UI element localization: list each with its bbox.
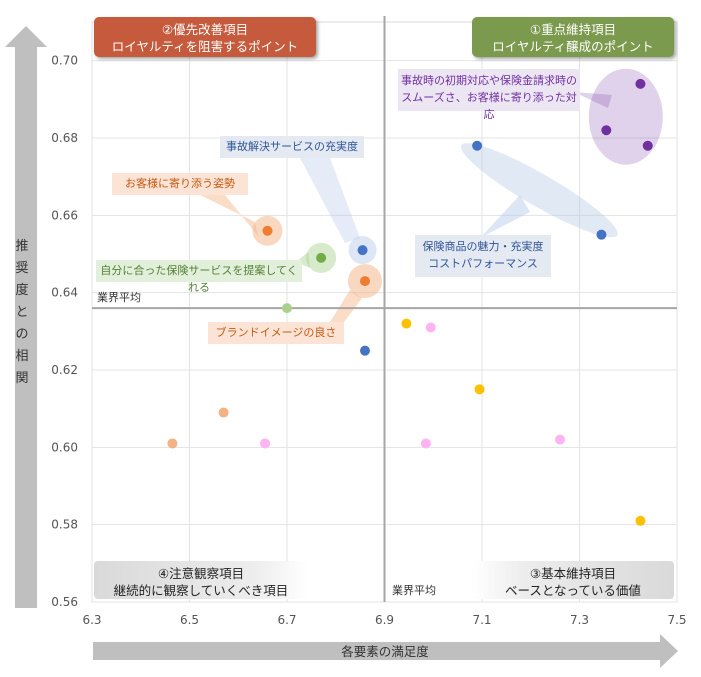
y-axis-title-char: 推 (15, 239, 29, 254)
y-tick-label: 0.68 (51, 131, 78, 145)
quadrant-q1-label: ①重点維持項目 ロイヤルティ醸成のポイント (472, 17, 674, 57)
average-y-label: 業界平均 (97, 291, 141, 304)
data-point (360, 276, 370, 287)
callout-brand-tail (330, 290, 362, 322)
y-axis-title-char: と (15, 305, 29, 320)
data-point (635, 515, 646, 526)
quadrant-q4-label: ④注意観察項目 継続的に観察していくべき項目 (94, 561, 308, 599)
y-axis-title: 推奨度との相関 (12, 236, 32, 390)
data-point (357, 245, 368, 256)
data-point (601, 125, 612, 136)
annotation-accident-response-line1: 事故時の初期対応や保険金請求時の (401, 74, 577, 87)
x-tick-label: 6.5 (180, 613, 199, 627)
callout-close-tail (200, 195, 258, 236)
y-tick-label: 0.70 (51, 54, 78, 68)
annotation-product: 保険商品の魅力・充実度 コストパフォーマンス (415, 235, 551, 277)
average-x-label: 業界平均 (392, 584, 436, 597)
quadrant-q1-title: ①重点維持項目 (529, 22, 617, 37)
data-point (635, 78, 646, 89)
x-tick-label: 7.5 (667, 613, 686, 627)
x-tick-label: 6.7 (277, 613, 296, 627)
quadrant-q3-title: ③基本維持項目 (529, 566, 617, 581)
annotation-product-line1: 保険商品の魅力・充実度 (422, 240, 544, 253)
callout-proposal-tail (296, 252, 310, 268)
y-tick-label: 0.62 (51, 363, 78, 377)
annotation-proposal: 自分に合った保険サービスを提案してくれる (96, 260, 302, 294)
x-axis-title: 各要素の満足度 (341, 644, 429, 659)
annotation-accident-service: 事故解決サービスの充実度 (220, 136, 364, 158)
y-tick-label: 0.56 (51, 595, 78, 609)
y-axis-arrow (5, 26, 47, 608)
data-points (167, 78, 653, 526)
data-point (474, 384, 485, 395)
y-axis-title-char: 相 (15, 349, 29, 364)
annotation-accident-response-line2: スムーズさ、お客様に寄り添った対応 (401, 91, 577, 121)
quadrant-q4-background (94, 561, 308, 599)
x-tick-labels: 6.3 6.5 6.7 6.9 7.1 7.3 7.5 (82, 613, 686, 627)
data-point (401, 318, 412, 329)
x-tick-label: 7.3 (570, 613, 589, 627)
data-point (218, 407, 229, 418)
callout-product-tail (480, 195, 530, 238)
highlight-product-group (460, 143, 618, 238)
annotation-brand: ブランドイメージの良さ (208, 322, 344, 344)
y-axis-title-char: 奨 (15, 261, 29, 276)
data-point (316, 252, 327, 263)
y-axis-title-char: 関 (15, 371, 29, 386)
x-axis-arrow (93, 634, 678, 668)
data-point (555, 434, 565, 445)
data-point (420, 438, 431, 449)
highlight-purple-group (588, 68, 663, 165)
data-point (596, 229, 607, 240)
callout-accident-service-tail (300, 158, 360, 243)
y-tick-label: 0.66 (51, 208, 78, 222)
average-lines (92, 16, 677, 602)
data-point (167, 438, 178, 449)
point-highlights (200, 68, 663, 322)
quadrant-q4-title: ④注意観察項目 (157, 566, 245, 581)
data-point (282, 303, 292, 314)
annotation-product-line2: コストパフォーマンス (428, 257, 538, 270)
x-tick-label: 6.3 (82, 613, 101, 627)
quadrant-q3-label: ③基本維持項目 ベースとなっている価値 (472, 561, 674, 599)
x-tick-label: 7.1 (472, 613, 491, 627)
y-tick-label: 0.60 (51, 440, 78, 454)
y-tick-label: 0.64 (51, 286, 78, 300)
y-axis-title-char: の (15, 327, 29, 342)
annotation-close-to-customer: お客様に寄り添う姿勢 (112, 173, 248, 195)
y-axis-title-char: 度 (15, 283, 29, 298)
data-point (360, 345, 370, 356)
quadrant-q3-subtitle: ベースとなっている価値 (505, 583, 641, 598)
quadrant-q2-subtitle: ロイヤルティを阻害するポイント (111, 39, 299, 54)
y-tick-labels: 0.56 0.58 0.60 0.62 0.64 0.66 0.68 0.70 (51, 54, 78, 609)
data-point (472, 140, 483, 151)
data-point (425, 322, 436, 333)
callout-purple-tail (574, 92, 612, 108)
quadrant-q3-background (472, 561, 674, 599)
quadrant-q4-subtitle: 継続的に観察していくべき項目 (113, 583, 289, 598)
quadrant-q2-title: ②優先改善項目 (161, 22, 249, 37)
data-point (260, 438, 271, 449)
data-point (642, 140, 653, 151)
quadrant-backgrounds (94, 561, 674, 599)
quadrant-q2-label: ②優先改善項目 ロイヤルティを阻害するポイント (94, 17, 316, 57)
quadrant-q1-subtitle: ロイヤルティ醸成のポイント (492, 39, 654, 54)
y-tick-label: 0.58 (51, 518, 78, 532)
annotation-accident-response: 事故時の初期対応や保険金請求時の スムーズさ、お客様に寄り添った対応 (398, 69, 580, 121)
x-tick-label: 6.9 (375, 613, 394, 627)
data-point (262, 225, 273, 236)
